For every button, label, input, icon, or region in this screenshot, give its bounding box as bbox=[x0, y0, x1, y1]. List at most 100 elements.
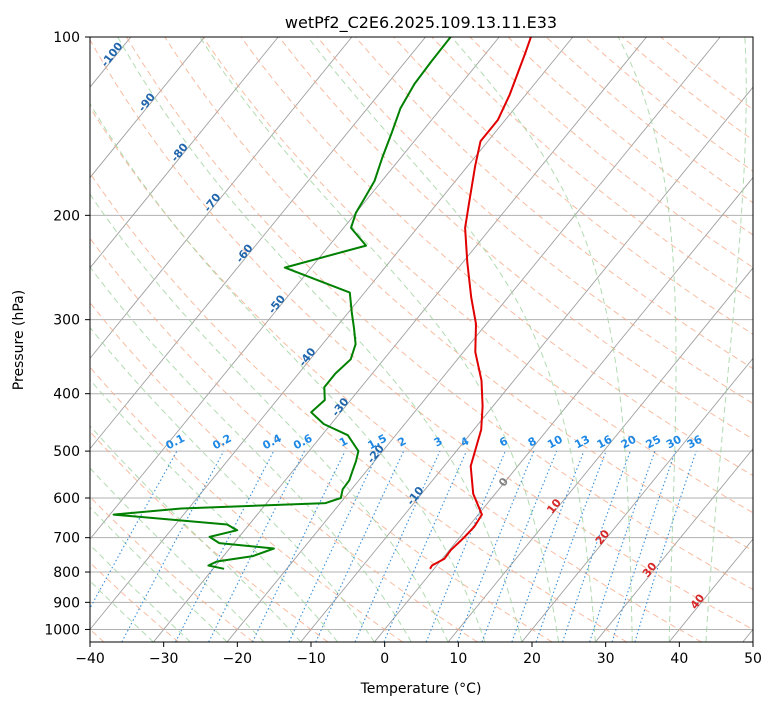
temperature-profile-line bbox=[429, 37, 532, 570]
x-tick-label: −30 bbox=[149, 651, 179, 667]
y-tick-label: 300 bbox=[53, 313, 80, 329]
moist-adiabat bbox=[90, 102, 486, 642]
plot-frame bbox=[89, 36, 754, 643]
dry-adiabat bbox=[545, 37, 753, 204]
moist-adiabat bbox=[199, 37, 560, 642]
y-tick-label: 200 bbox=[53, 208, 80, 224]
mixing-ratio-label: 20 bbox=[619, 433, 639, 452]
moist-adiabat bbox=[90, 467, 265, 642]
mixing-ratio-line bbox=[562, 450, 631, 642]
y-tick-label: 100 bbox=[53, 30, 80, 46]
isotherm-line bbox=[374, 176, 753, 642]
mixing-ratio-line bbox=[383, 450, 468, 642]
mixing-ratio-label: 13 bbox=[572, 433, 592, 452]
mixing-ratio-label: 2 bbox=[396, 434, 409, 449]
x-tick-label: 10 bbox=[449, 651, 467, 667]
mixing-ratio-line bbox=[611, 450, 677, 642]
x-tick-label: 30 bbox=[597, 651, 615, 667]
y-tick-label: 1000 bbox=[44, 622, 80, 638]
mixing-ratio-label: 30 bbox=[664, 433, 684, 452]
chart-title: wetPf2_C2E6.2025.109.13.11.E33 bbox=[285, 13, 557, 33]
mixing-ratio-label: 6 bbox=[497, 434, 510, 449]
mixing-ratio-label: 0.2 bbox=[210, 432, 233, 453]
x-tick-label: −20 bbox=[223, 651, 253, 667]
mixing-ratio-line bbox=[481, 450, 558, 642]
mixing-ratio-line bbox=[535, 450, 607, 642]
mixing-ratio-label: 8 bbox=[526, 434, 539, 449]
isotherm-line bbox=[153, 37, 647, 642]
dewpoint-profile-line bbox=[112, 37, 452, 570]
moist-adiabat bbox=[451, 37, 633, 642]
y-tick-label: 700 bbox=[53, 531, 80, 547]
dry-adiabat bbox=[660, 37, 753, 111]
dry-adiabat bbox=[90, 366, 403, 642]
dry-adiabat bbox=[469, 37, 753, 269]
mixing-ratio-label: 25 bbox=[644, 433, 664, 452]
isotherm-label: -30 bbox=[329, 395, 352, 419]
y-tick-label: 600 bbox=[53, 491, 80, 507]
moist-adiabat bbox=[90, 266, 412, 642]
mixing-ratio-line bbox=[511, 450, 585, 642]
isotherm-line bbox=[521, 357, 753, 642]
mixing-ratio-line bbox=[121, 450, 225, 642]
background-lines bbox=[90, 37, 753, 642]
isotherm-line bbox=[90, 37, 279, 269]
moist-adiabat bbox=[617, 37, 677, 642]
isotherm-label: -80 bbox=[168, 140, 191, 164]
x-tick-label: 50 bbox=[744, 651, 762, 667]
isotherm-label-warm: 10 bbox=[544, 496, 564, 516]
dry-adiabat bbox=[316, 37, 753, 405]
y-axis-label: Pressure (hPa) bbox=[11, 290, 27, 390]
isotherm-line bbox=[90, 37, 353, 359]
isotherm-line bbox=[742, 628, 753, 642]
y-tick-label: 900 bbox=[53, 595, 80, 611]
isotherm-label-warm: 30 bbox=[640, 560, 660, 580]
x-tick-label: 40 bbox=[670, 651, 688, 667]
isotherm-label: -70 bbox=[201, 191, 224, 215]
mixing-ratio-line bbox=[456, 450, 535, 642]
mixing-ratio-line bbox=[589, 450, 656, 642]
mixing-ratio-label: 16 bbox=[595, 433, 615, 452]
isotherm-line bbox=[595, 447, 753, 642]
dry-adiabat bbox=[90, 496, 254, 642]
dry-adiabat bbox=[278, 37, 753, 440]
isotherm-label-warm: 40 bbox=[688, 591, 708, 611]
dry-adiabat bbox=[90, 106, 702, 642]
isotherm-line bbox=[90, 37, 426, 450]
grid-layer bbox=[0, 37, 753, 642]
mixing-ratio-line bbox=[634, 450, 697, 642]
mixing-ratio-label: 3 bbox=[432, 434, 445, 449]
isotherm-label-warm: 20 bbox=[593, 527, 613, 547]
moist-adiabat bbox=[90, 580, 154, 642]
moist-adiabat bbox=[90, 544, 191, 642]
dry-adiabat bbox=[164, 37, 753, 552]
dry-adiabat bbox=[126, 37, 753, 591]
dry-adiabat bbox=[622, 37, 753, 141]
x-axis: −40 −30 −20 −10 0 10 20 30 40 50 bbox=[75, 642, 762, 667]
x-axis-label: Temperature (°C) bbox=[360, 681, 482, 697]
dry-adiabat bbox=[90, 301, 478, 642]
mixing-ratio-line bbox=[425, 450, 506, 642]
moist-adiabat bbox=[705, 37, 747, 642]
moist-adiabat bbox=[90, 506, 228, 642]
isotherm-line bbox=[447, 267, 753, 642]
mixing-ratio-line bbox=[90, 450, 178, 610]
x-tick-label: 20 bbox=[523, 651, 541, 667]
isotherm-line bbox=[90, 37, 205, 179]
mixing-ratio-line bbox=[208, 450, 305, 642]
dry-adiabat bbox=[431, 37, 753, 302]
dry-adiabat bbox=[240, 37, 753, 477]
moist-adiabat bbox=[90, 378, 338, 642]
y-tick-label: 800 bbox=[53, 565, 80, 581]
isotherm-label: -90 bbox=[136, 90, 159, 114]
isotherm-line bbox=[0, 37, 57, 642]
mixing-ratio-label: 0.6 bbox=[291, 432, 315, 453]
mixing-ratio-label: 4 bbox=[458, 434, 471, 449]
dry-adiabat bbox=[90, 430, 329, 642]
isotherm-label: -60 bbox=[233, 241, 256, 265]
moist-adiabat bbox=[90, 193, 449, 642]
mixing-ratio-line bbox=[354, 450, 441, 642]
x-tick-label: −10 bbox=[296, 651, 326, 667]
y-tick-label: 500 bbox=[53, 444, 80, 460]
moist-adiabat bbox=[117, 37, 523, 642]
